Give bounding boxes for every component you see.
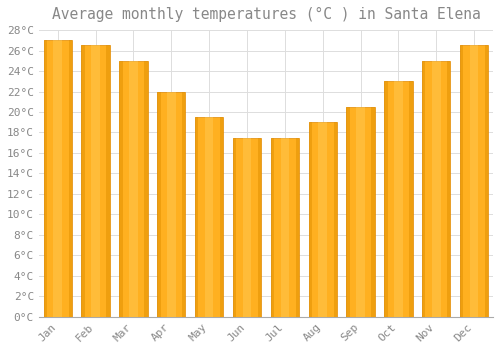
Bar [422,61,426,317]
Title: Average monthly temperatures (°C ) in Santa Elena: Average monthly temperatures (°C ) in Sa… [52,7,480,22]
Bar [384,81,388,317]
Bar [157,91,160,317]
Bar [346,107,350,317]
Bar [119,61,148,317]
Bar [485,46,488,317]
Bar [460,46,488,317]
Bar [422,61,450,317]
Bar [82,46,110,317]
Bar [54,40,62,317]
Bar [233,138,261,317]
Bar [157,91,186,317]
Bar [372,107,375,317]
Bar [296,138,299,317]
Bar [409,81,412,317]
Bar [308,122,312,317]
Bar [144,61,148,317]
Bar [220,117,224,317]
Bar [167,91,175,317]
Bar [242,138,252,317]
Bar [129,61,138,317]
Bar [119,61,122,317]
Bar [394,81,402,317]
Bar [334,122,337,317]
Bar [460,46,464,317]
Bar [92,46,100,317]
Bar [44,40,72,317]
Bar [280,138,289,317]
Bar [470,46,478,317]
Bar [106,46,110,317]
Bar [182,91,186,317]
Bar [318,122,327,317]
Bar [195,117,198,317]
Bar [270,138,274,317]
Bar [432,61,440,317]
Bar [346,107,375,317]
Bar [82,46,85,317]
Bar [258,138,261,317]
Bar [195,117,224,317]
Bar [356,107,365,317]
Bar [44,40,47,317]
Bar [308,122,337,317]
Bar [384,81,412,317]
Bar [270,138,299,317]
Bar [68,40,72,317]
Bar [233,138,236,317]
Bar [205,117,214,317]
Bar [447,61,450,317]
